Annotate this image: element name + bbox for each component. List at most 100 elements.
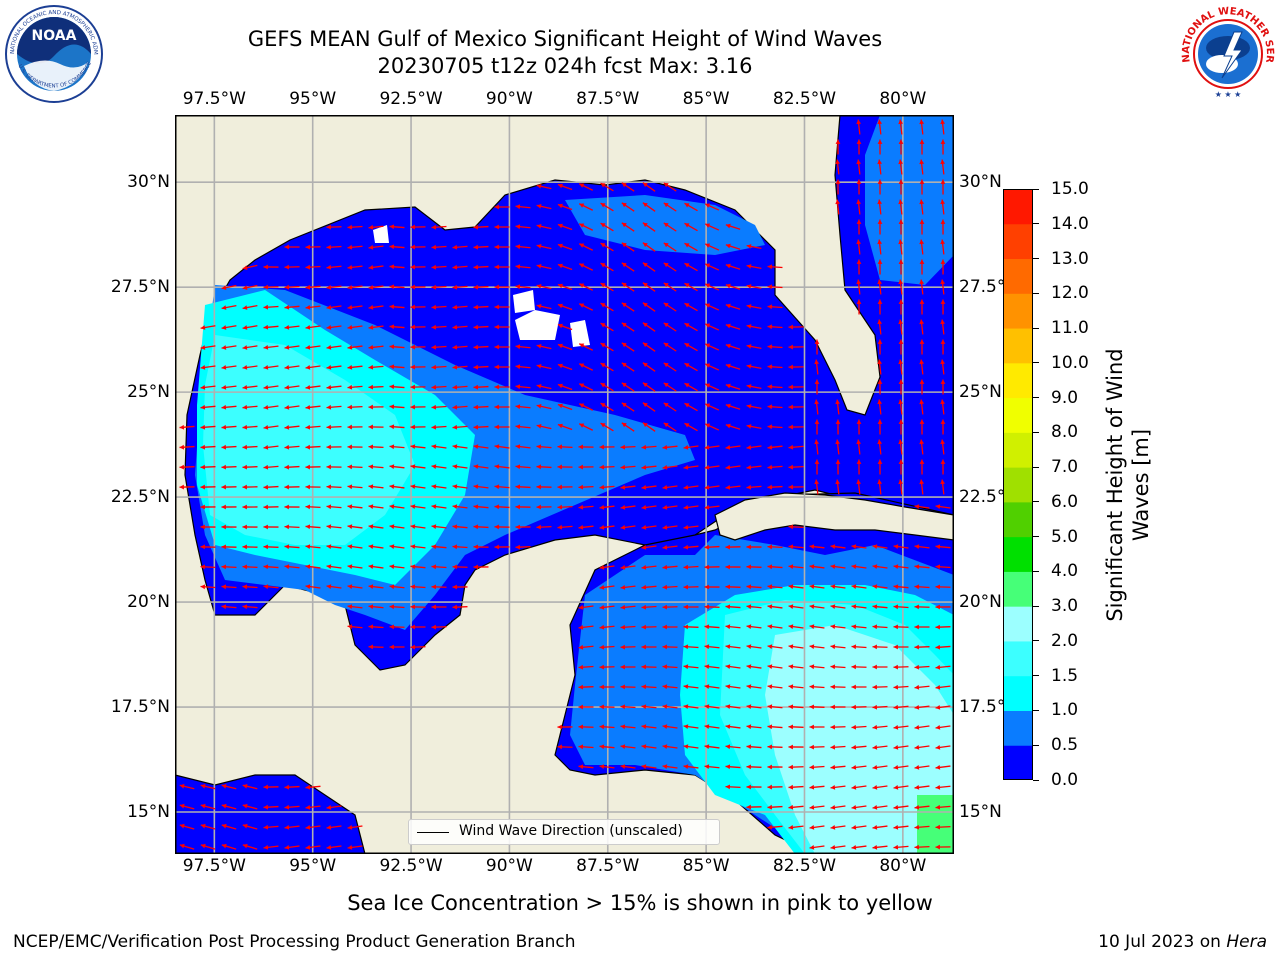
wind-wave-arrow — [326, 544, 342, 549]
wind-wave-arrow — [326, 845, 342, 850]
wind-wave-arrow — [557, 383, 573, 391]
wind-wave-arrow — [620, 664, 636, 670]
wind-wave-arrow — [557, 484, 573, 490]
x-tick-label-top: 85°W — [682, 89, 730, 109]
wind-wave-arrow — [431, 224, 447, 230]
wind-wave-arrow — [600, 422, 614, 432]
wind-wave-arrow — [305, 845, 321, 850]
wind-wave-arrow — [704, 704, 720, 709]
wind-wave-arrow — [578, 624, 594, 630]
wind-wave-arrow — [809, 584, 825, 589]
wind-wave-arrow — [788, 524, 804, 530]
wind-wave-arrow — [851, 544, 867, 549]
wind-wave-arrow — [898, 139, 904, 155]
wind-wave-arrow — [599, 644, 615, 650]
wind-wave-arrow — [515, 224, 531, 230]
wind-wave-arrow — [368, 444, 384, 450]
wind-wave-arrow — [347, 244, 363, 250]
wind-wave-arrow — [835, 479, 841, 495]
colorbar-bin — [1003, 606, 1033, 642]
wind-wave-arrow — [935, 705, 951, 710]
wind-wave-arrow — [452, 324, 468, 330]
wind-wave-arrow — [578, 744, 594, 750]
wind-wave-arrow — [814, 399, 820, 415]
wind-wave-arrow — [536, 343, 552, 350]
wind-wave-arrow — [410, 584, 426, 590]
wind-wave-arrow — [536, 303, 552, 310]
wind-wave-arrow — [746, 264, 762, 270]
wind-wave-arrow — [725, 684, 741, 689]
wind-wave-arrow — [914, 544, 930, 550]
wind-wave-arrow — [683, 644, 699, 650]
wind-wave-arrow — [620, 604, 636, 610]
wind-wave-arrow — [347, 584, 363, 589]
wind-wave-arrow — [242, 584, 258, 590]
wind-wave-arrow — [557, 343, 573, 351]
wind-wave-arrow — [835, 139, 841, 155]
wind-wave-arrow — [179, 424, 195, 430]
wind-wave-arrow — [515, 264, 531, 270]
wind-wave-arrow — [431, 384, 447, 390]
wind-wave-arrow — [919, 139, 925, 155]
wind-wave-arrow — [200, 404, 216, 410]
wind-wave-arrow — [347, 624, 363, 630]
wind-wave-arrow — [641, 664, 657, 670]
wind-wave-arrow — [914, 624, 930, 630]
wind-wave-arrow — [536, 363, 552, 370]
wind-wave-arrow — [914, 745, 930, 750]
colorbar-tick-label: 4.0 — [1051, 561, 1079, 582]
wind-wave-arrow — [684, 342, 698, 352]
wind-wave-arrow — [368, 504, 384, 509]
chart-subtitle: 20230705 t12z 024h fcst Max: 3.16 — [377, 54, 753, 78]
wind-wave-arrow — [830, 784, 846, 790]
wind-wave-arrow — [557, 724, 573, 730]
wind-wave-arrow — [578, 704, 594, 710]
wind-wave-arrow — [893, 745, 909, 750]
wind-wave-arrow — [389, 524, 405, 529]
wind-wave-arrow — [452, 504, 468, 510]
wind-wave-arrow — [347, 285, 363, 290]
wind-wave-arrow — [893, 564, 909, 570]
wind-wave-arrow — [284, 365, 300, 370]
nws-logo: NATIONAL WEATHER SERVICE ★ ★ ★ — [1178, 4, 1276, 102]
wind-wave-arrow — [557, 223, 573, 231]
wind-wave-arrow — [389, 384, 405, 390]
wind-wave-arrow — [935, 844, 951, 850]
wind-wave-arrow — [221, 803, 237, 810]
wind-wave-arrow — [200, 803, 216, 810]
y-tick-label-left: 27.5°N — [110, 277, 170, 298]
wind-wave-arrow — [200, 345, 216, 350]
wind-wave-arrow — [600, 262, 614, 272]
wind-wave-arrow — [200, 484, 216, 490]
wind-wave-arrow — [326, 404, 342, 410]
wind-wave-arrow — [856, 139, 862, 155]
colorbar-tick-mark — [1033, 292, 1039, 294]
wind-wave-arrow — [788, 384, 804, 390]
wind-wave-arrow — [305, 504, 321, 510]
wind-wave-arrow — [940, 439, 946, 455]
wind-wave-arrow — [788, 764, 804, 770]
colorbar-tick-mark — [1033, 431, 1039, 433]
wind-wave-arrow — [663, 422, 677, 432]
wind-wave-arrow — [893, 704, 909, 710]
wind-wave-arrow — [473, 244, 489, 250]
wind-wave-arrow — [683, 664, 699, 670]
wind-wave-arrow — [578, 684, 594, 690]
wind-wave-arrow — [872, 544, 888, 549]
wind-wave-arrow — [684, 322, 698, 332]
wind-wave-arrow — [856, 119, 862, 135]
wind-wave-arrow — [767, 744, 783, 750]
wind-wave-arrow — [347, 264, 363, 270]
wind-wave-arrow — [809, 704, 825, 710]
wind-wave-arrow — [704, 504, 720, 510]
wind-wave-arrow — [872, 604, 888, 610]
wind-wave-arrow — [856, 279, 862, 295]
wind-wave-arrow — [877, 159, 883, 175]
wind-wave-arrow — [473, 264, 489, 270]
wind-wave-arrow — [242, 843, 258, 850]
wind-wave-arrow — [877, 139, 883, 155]
wind-wave-arrow — [305, 825, 321, 830]
wave-height-map — [175, 115, 954, 854]
wind-wave-arrow — [877, 279, 883, 295]
wind-wave-arrow — [814, 359, 820, 375]
